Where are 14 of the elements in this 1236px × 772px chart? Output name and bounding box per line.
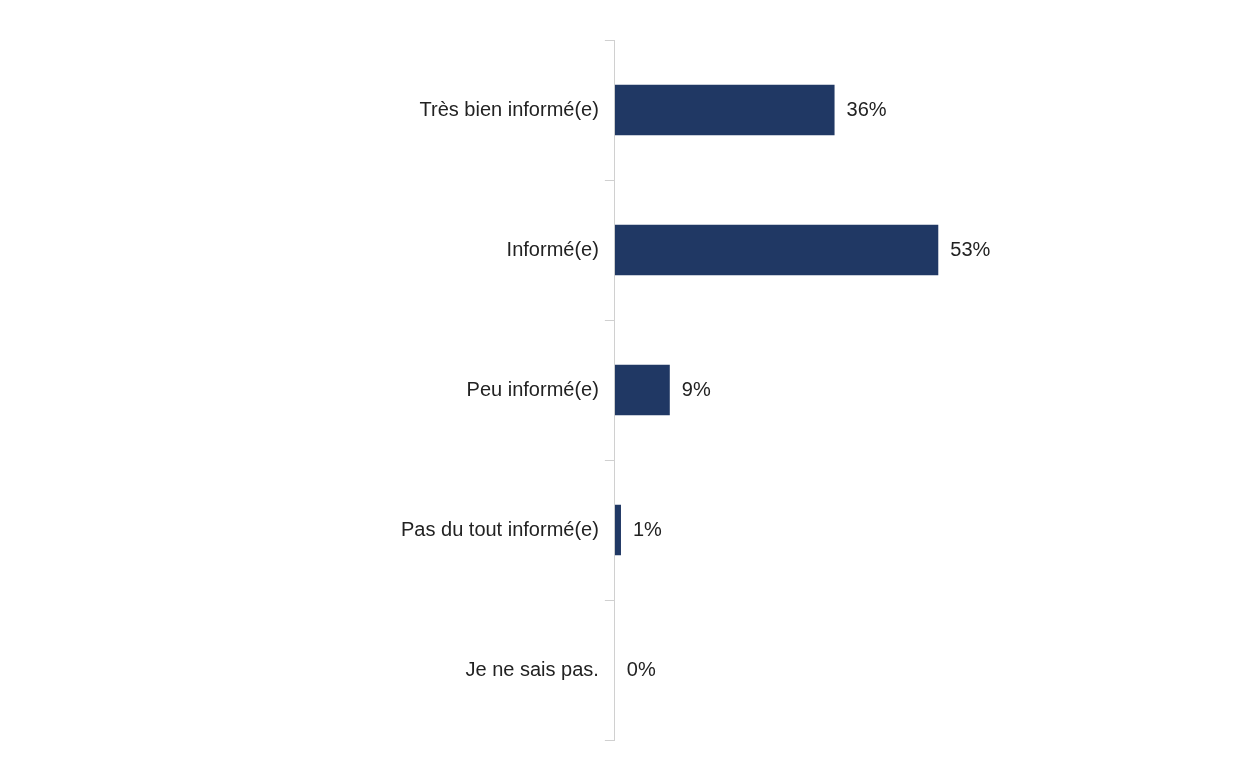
- data-label: 0%: [626, 657, 656, 680]
- y-tick-label: Peu informé(e): [466, 377, 599, 400]
- bar: [614, 504, 621, 556]
- data-label: 1%: [632, 517, 663, 540]
- bar: [614, 84, 835, 136]
- data-label: 53%: [950, 237, 991, 260]
- y-tick-label: Je ne sais pas.: [465, 657, 599, 680]
- bar: [614, 224, 939, 276]
- y-tick-label: Très bien informé(e): [419, 97, 599, 120]
- bar: [614, 364, 670, 416]
- y-tick-label: Pas du tout informé(e): [401, 517, 599, 540]
- y-tick-label: Informé(e): [506, 237, 599, 260]
- data-label: 36%: [846, 97, 887, 120]
- data-label: 9%: [681, 377, 711, 400]
